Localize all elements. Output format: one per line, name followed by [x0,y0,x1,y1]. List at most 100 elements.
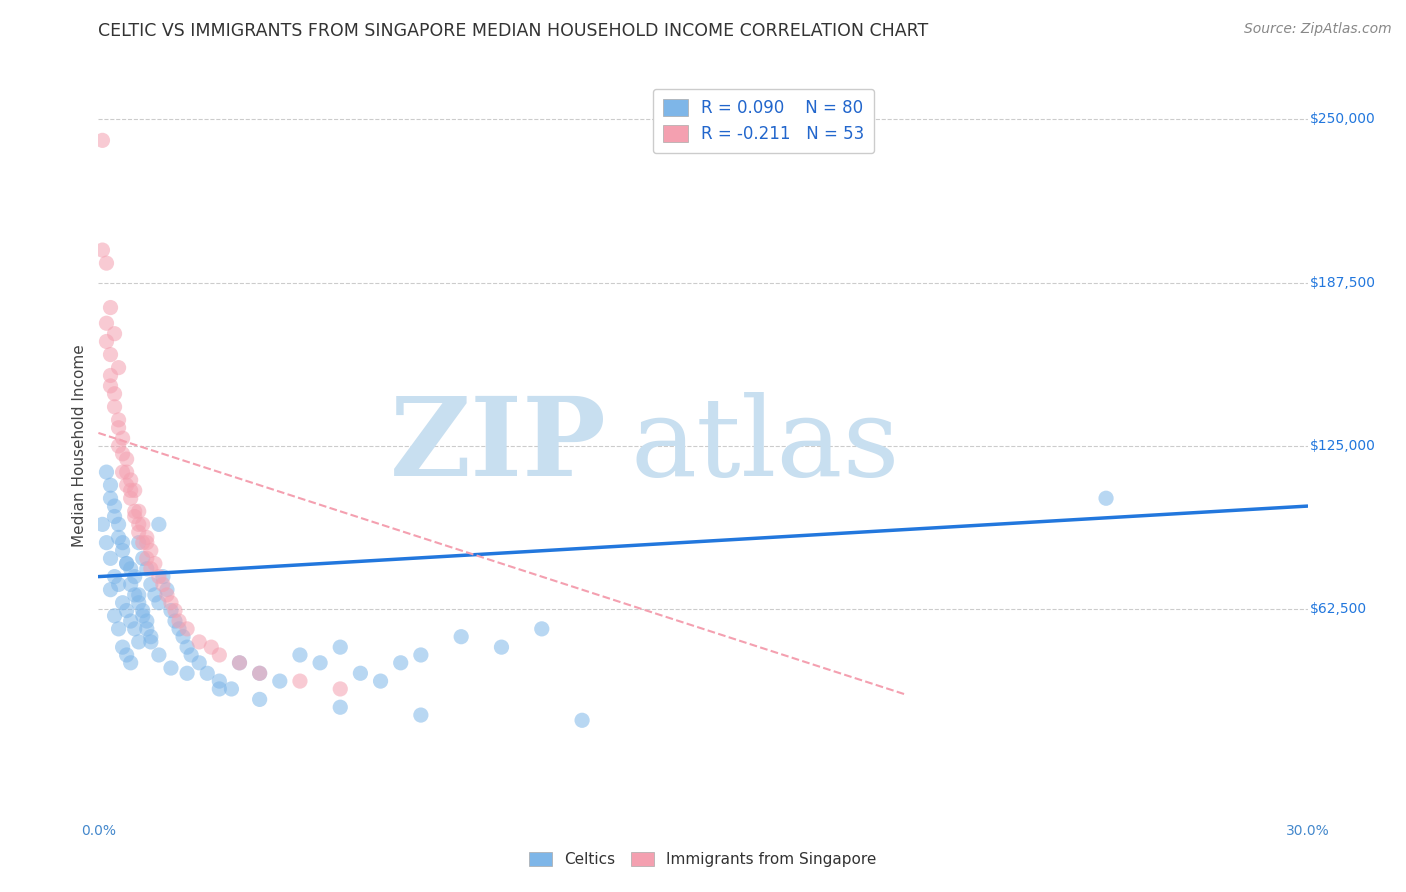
Point [167,614,190,628]
Point [288,648,311,662]
Point [389,656,412,670]
Text: atlas: atlas [630,392,900,500]
Point [124,588,146,602]
Point [249,666,271,681]
Point [309,656,332,670]
Point [132,603,155,617]
Point [100,368,122,383]
Point [120,473,142,487]
Point [115,648,138,662]
Point [128,535,150,549]
Point [135,530,157,544]
Point [111,640,134,655]
Point [107,421,129,435]
Point [269,674,291,689]
Point [180,648,202,662]
Text: Source: ZipAtlas.com: Source: ZipAtlas.com [1244,22,1392,37]
Point [128,596,150,610]
Point [128,588,150,602]
Point [329,640,352,655]
Point [96,535,118,549]
Text: $125,000: $125,000 [1310,439,1376,453]
Point [107,360,129,375]
Point [135,622,157,636]
Point [111,535,134,549]
Point [491,640,513,655]
Point [120,562,142,576]
Point [148,569,170,583]
Point [135,551,157,566]
Point [103,326,125,341]
Point [163,614,186,628]
Point [124,622,146,636]
Point [100,491,122,506]
Point [160,661,183,675]
Point [96,334,118,349]
Point [249,692,271,706]
Point [115,557,138,571]
Point [120,614,142,628]
Point [91,243,114,257]
Point [148,517,170,532]
Point [208,681,231,696]
Point [152,569,174,583]
Point [208,648,231,662]
Point [176,666,198,681]
Point [135,535,157,549]
Point [128,504,150,518]
Point [132,517,155,532]
Point [111,431,134,445]
Point [156,582,179,597]
Point [571,714,593,728]
Point [103,499,125,513]
Point [91,133,114,147]
Point [139,635,162,649]
Point [128,517,150,532]
Point [139,543,162,558]
Point [160,603,183,617]
Point [107,413,129,427]
Point [160,596,183,610]
Point [115,603,138,617]
Point [1095,491,1118,506]
Point [100,348,122,362]
Point [139,630,162,644]
Point [100,478,122,492]
Point [221,681,243,696]
Point [120,491,142,506]
Point [329,681,352,696]
Y-axis label: Median Household Income: Median Household Income [72,344,87,548]
Point [124,483,146,498]
Point [111,465,134,479]
Point [139,577,162,591]
Point [120,656,142,670]
Point [124,569,146,583]
Point [115,452,138,467]
Point [128,635,150,649]
Point [120,577,142,591]
Legend: Celtics, Immigrants from Singapore: Celtics, Immigrants from Singapore [523,847,883,873]
Point [96,256,118,270]
Point [124,504,146,518]
Point [100,379,122,393]
Point [249,666,271,681]
Point [228,656,250,670]
Point [148,648,170,662]
Point [176,640,198,655]
Point [152,577,174,591]
Point [103,509,125,524]
Point [450,630,472,644]
Point [167,622,190,636]
Point [349,666,371,681]
Point [107,622,129,636]
Point [139,562,162,576]
Point [156,588,179,602]
Point [103,400,125,414]
Point [370,674,392,689]
Point [228,656,250,670]
Point [329,700,352,714]
Point [143,588,166,602]
Point [107,577,129,591]
Point [132,535,155,549]
Point [172,630,194,644]
